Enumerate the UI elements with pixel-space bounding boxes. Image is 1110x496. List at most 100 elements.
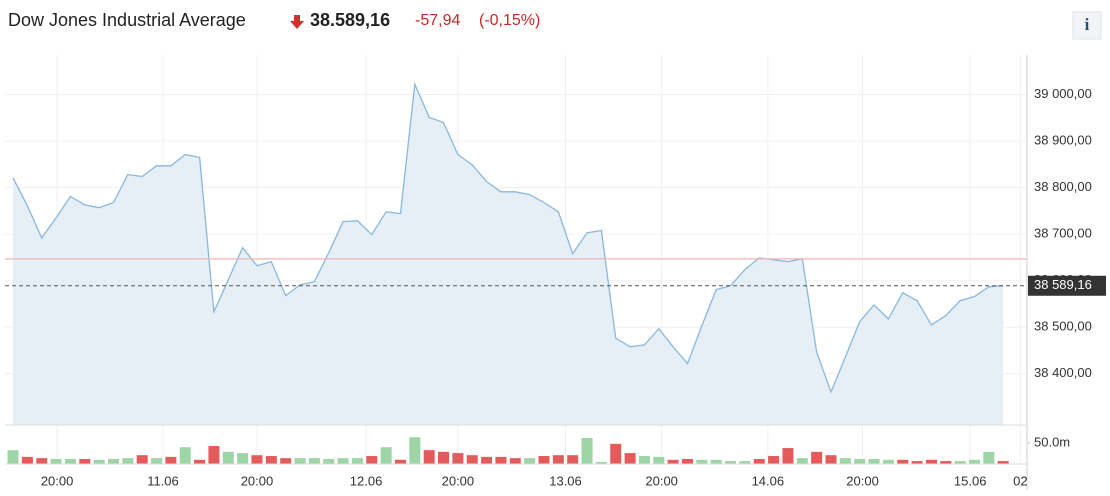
- volume-bar: [179, 447, 191, 464]
- volume-bar: [107, 458, 119, 464]
- volume-bar: [610, 443, 622, 464]
- volume-bar: [308, 458, 320, 464]
- volume-bar: [7, 450, 19, 464]
- volume-bar: [64, 458, 76, 464]
- y-tick-label: 38 800,00: [1034, 179, 1092, 194]
- volume-bar: [581, 438, 593, 464]
- volume-bar: [222, 451, 234, 464]
- volume-bar: [380, 447, 392, 464]
- volume-bar: [237, 453, 249, 464]
- volume-bar: [911, 461, 923, 464]
- area: [13, 84, 1004, 426]
- volume-bar: [868, 458, 880, 464]
- volume-bar: [739, 461, 751, 464]
- volume-bar: [351, 458, 363, 464]
- volume-bar: [265, 456, 277, 464]
- volume-bar: [653, 456, 665, 464]
- volume-bar: [753, 458, 765, 464]
- volume-bar: [21, 456, 33, 464]
- volume-bar: [452, 453, 464, 464]
- volume-bar: [638, 456, 650, 464]
- volume-bar: [337, 458, 349, 464]
- volume-bar: [194, 459, 206, 464]
- volume-bar: [782, 448, 794, 464]
- info-box[interactable]: [1072, 11, 1102, 40]
- volume-bar: [438, 451, 450, 464]
- volume-bar: [509, 458, 521, 464]
- volume-bar: [481, 456, 493, 464]
- volume-bar: [323, 458, 335, 464]
- change: -57,94: [415, 12, 460, 29]
- volume-bar: [768, 456, 780, 464]
- volume-bar: [50, 458, 62, 464]
- volume-bar: [423, 450, 435, 464]
- volume-bar: [280, 458, 292, 464]
- volume-bar: [409, 437, 421, 464]
- y-tick-label: 38 900,00: [1034, 133, 1092, 148]
- title: Dow Jones Industrial Average: [8, 10, 246, 30]
- volume-bar: [983, 451, 995, 464]
- volume-bar: [151, 458, 163, 464]
- volume-bar: [93, 459, 105, 464]
- volume-bar: [524, 458, 536, 464]
- volume-bar: [595, 461, 607, 464]
- x-tick-label: 12.06: [350, 473, 383, 488]
- volume-bar: [394, 459, 406, 464]
- info-icon[interactable]: i: [1085, 15, 1090, 34]
- volume-bar: [366, 456, 378, 464]
- volume-bar: [997, 461, 1009, 464]
- x-tick-label: 20:00: [241, 473, 274, 488]
- volume-bar: [925, 459, 937, 464]
- x-tick-label: 13.06: [549, 473, 582, 488]
- volume-bar: [36, 458, 48, 464]
- volume-bar: [136, 455, 148, 464]
- volume-bar: [681, 458, 693, 464]
- x-tick-label: 20:00: [645, 473, 678, 488]
- volume-bar: [725, 461, 737, 464]
- volume-bar: [208, 445, 220, 464]
- volume-bar: [552, 455, 564, 464]
- plot: Investing.com: [5, 55, 1031, 464]
- volume-bar: [79, 458, 91, 464]
- y-tick-label: 38 700,00: [1034, 226, 1092, 241]
- x-tick-label: 20:00: [442, 473, 475, 488]
- volume-bar: [122, 458, 134, 464]
- down-arrow: [290, 15, 304, 29]
- price: 38.589,16: [310, 10, 390, 30]
- volume-bar: [251, 455, 263, 464]
- price-line: [12, 81, 1004, 394]
- last-price-label: 38 589,16: [1034, 277, 1092, 292]
- volume-bar: [538, 456, 550, 464]
- volume-bar: [696, 459, 708, 464]
- volume-bar: [811, 451, 823, 464]
- volume-bar: [940, 461, 952, 464]
- last-price-box: [1028, 275, 1106, 296]
- x-tick-label: 11.06: [147, 473, 179, 488]
- volume-bar: [667, 459, 679, 464]
- x-tick-label: 20:00: [846, 473, 879, 488]
- volume-bar: [854, 458, 866, 464]
- y-tick-label: 38 500,00: [1034, 319, 1092, 334]
- x-tick-label: 02: [1013, 473, 1027, 488]
- volume-bar: [968, 459, 980, 464]
- y-tick-label: 39 000,00: [1034, 86, 1092, 101]
- volume-bar: [954, 461, 966, 464]
- volume-bar: [897, 459, 909, 464]
- volume-tick-label: 50.0m: [1034, 434, 1070, 449]
- x-tick-label: 15.06: [954, 473, 987, 488]
- volume-bar: [567, 455, 579, 464]
- volume-bar: [825, 455, 837, 464]
- volume-bar: [796, 458, 808, 464]
- volume-bar: [466, 455, 478, 464]
- volume-bar: [294, 458, 306, 464]
- info-button[interactable]: i: [1072, 11, 1102, 40]
- volume-bar: [165, 456, 177, 464]
- volume-bar: [624, 453, 636, 464]
- volume-bar: [839, 458, 851, 464]
- y-tick-label: 38 400,00: [1034, 365, 1092, 380]
- volume-bar: [710, 459, 722, 464]
- x-tick-label: 20:00: [41, 473, 74, 488]
- volume-bar: [495, 456, 507, 464]
- x-tick-label: 14.06: [752, 473, 785, 488]
